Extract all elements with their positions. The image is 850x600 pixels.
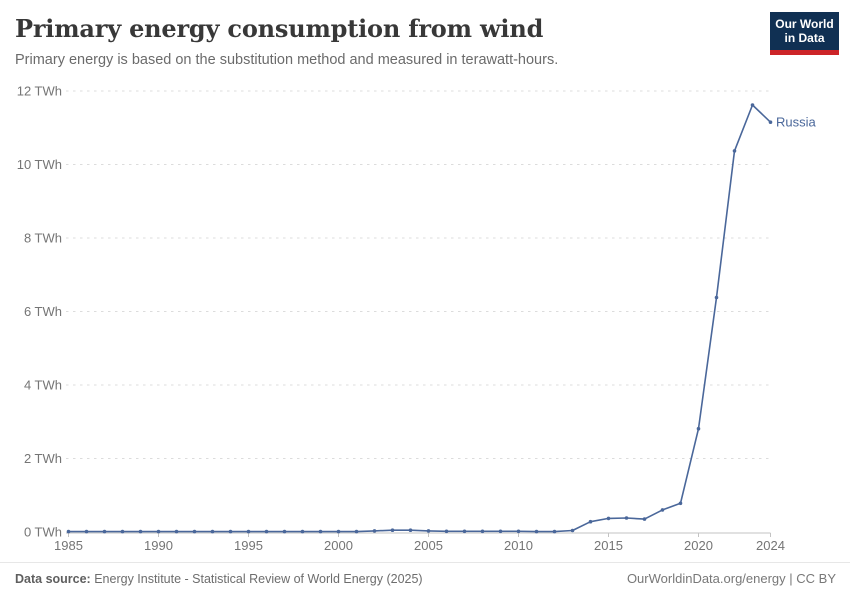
data-point[interactable] [192, 529, 197, 534]
data-point[interactable] [750, 103, 755, 107]
x-tick-label: 2010 [504, 538, 533, 553]
chart-subtitle: Primary energy is based on the substitut… [15, 52, 559, 68]
page-title: Primary energy consumption from wind [15, 14, 544, 43]
x-tick-label: 1990 [144, 538, 173, 553]
data-point[interactable] [282, 529, 287, 534]
data-point[interactable] [516, 529, 521, 534]
data-point[interactable] [318, 529, 323, 534]
data-point[interactable] [462, 529, 467, 534]
data-point[interactable] [732, 149, 737, 153]
chart-footer: Data source: Energy Institute - Statisti… [0, 562, 850, 600]
data-source-note: Data source: Energy Institute - Statisti… [15, 572, 423, 586]
data-point[interactable] [390, 528, 395, 532]
data-source-label: Data source: [15, 572, 91, 586]
data-point[interactable] [300, 529, 305, 534]
data-point[interactable] [246, 529, 251, 534]
owid-logo[interactable]: Our World in Data [770, 12, 839, 55]
data-point[interactable] [480, 529, 485, 534]
x-tick-label: 2015 [594, 538, 623, 553]
data-point[interactable] [624, 516, 629, 520]
y-tick-label: 0 TWh [24, 525, 62, 540]
data-point[interactable] [336, 529, 341, 534]
series-label-russia[interactable]: Russia [776, 115, 817, 130]
y-tick-label: 2 TWh [24, 451, 62, 466]
line-russia[interactable] [68, 104, 772, 533]
x-tick-label: 2005 [414, 538, 443, 553]
data-point[interactable] [408, 528, 413, 532]
data-point[interactable] [102, 529, 107, 534]
data-point[interactable] [66, 529, 71, 534]
data-point[interactable] [228, 529, 233, 534]
data-point[interactable] [678, 501, 683, 506]
owid-logo-line2: in Data [784, 31, 825, 45]
data-point[interactable] [570, 528, 575, 533]
owid-url-license-link[interactable]: OurWorldinData.org/energy | CC BY [626, 571, 836, 586]
x-tick-label: 2024 [756, 538, 785, 553]
x-tick-label: 2000 [324, 538, 353, 553]
y-tick-label: 6 TWh [24, 304, 62, 319]
data-point[interactable] [444, 529, 449, 534]
data-point[interactable] [660, 508, 665, 512]
data-point[interactable] [372, 529, 377, 533]
data-point[interactable] [498, 529, 503, 534]
owid-logo-line1: Our World [775, 17, 834, 31]
data-point[interactable] [120, 529, 125, 534]
x-tick-label: 2020 [684, 538, 713, 553]
data-point[interactable] [264, 529, 269, 534]
y-tick-label: 12 TWh [17, 84, 62, 99]
data-point[interactable] [714, 295, 719, 300]
data-point[interactable] [606, 516, 611, 521]
data-point[interactable] [354, 529, 359, 534]
data-source-text: Energy Institute - Statistical Review of… [90, 572, 423, 586]
data-point[interactable] [588, 519, 593, 524]
data-point[interactable] [642, 517, 647, 521]
data-point[interactable] [768, 120, 773, 124]
data-point[interactable] [210, 529, 215, 534]
data-point[interactable] [534, 529, 539, 534]
data-point[interactable] [156, 529, 161, 534]
data-point[interactable] [84, 529, 89, 534]
data-point[interactable] [426, 529, 431, 533]
data-point[interactable] [552, 529, 557, 534]
x-tick-label: 1995 [234, 538, 263, 553]
data-point[interactable] [174, 529, 179, 534]
data-point[interactable] [138, 529, 143, 534]
y-tick-label: 8 TWh [24, 231, 62, 246]
x-tick-label: 1985 [54, 538, 83, 553]
y-tick-label: 10 TWh [17, 157, 62, 172]
data-point[interactable] [696, 426, 701, 431]
y-tick-label: 4 TWh [24, 378, 62, 393]
